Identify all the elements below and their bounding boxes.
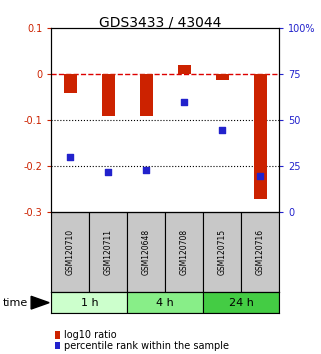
Text: GSM120711: GSM120711 <box>104 229 113 275</box>
Text: GSM120710: GSM120710 <box>66 229 75 275</box>
Point <box>258 173 263 178</box>
Bar <box>51 212 89 292</box>
Text: GSM120708: GSM120708 <box>180 229 189 275</box>
Bar <box>241 212 279 292</box>
Bar <box>89 212 127 292</box>
Text: GDS3433 / 43044: GDS3433 / 43044 <box>99 16 222 30</box>
Text: percentile rank within the sample: percentile rank within the sample <box>64 341 229 350</box>
Bar <box>178 65 191 74</box>
Point <box>106 169 111 175</box>
Bar <box>254 74 267 199</box>
Bar <box>127 292 203 313</box>
Bar <box>165 212 203 292</box>
Bar <box>64 74 77 93</box>
Bar <box>102 74 115 116</box>
Bar <box>203 292 279 313</box>
Point <box>182 99 187 105</box>
Text: GSM120648: GSM120648 <box>142 229 151 275</box>
Text: 4 h: 4 h <box>156 298 174 308</box>
Bar <box>216 74 229 80</box>
Point <box>144 167 149 173</box>
Text: GSM120715: GSM120715 <box>218 229 227 275</box>
Bar <box>203 212 241 292</box>
Point <box>68 154 73 160</box>
Bar <box>127 212 165 292</box>
Bar <box>140 74 153 116</box>
Text: GSM120716: GSM120716 <box>256 229 265 275</box>
Text: log10 ratio: log10 ratio <box>64 330 117 340</box>
Point <box>220 127 225 132</box>
Text: 1 h: 1 h <box>81 298 98 308</box>
Polygon shape <box>31 296 49 309</box>
Bar <box>51 292 127 313</box>
Text: time: time <box>3 298 29 308</box>
Text: 24 h: 24 h <box>229 298 254 308</box>
